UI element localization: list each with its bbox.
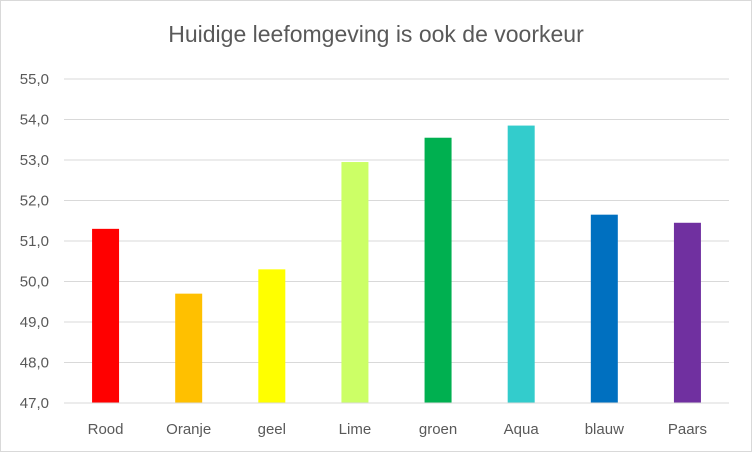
y-tick-label: 53,0: [20, 152, 49, 169]
y-tick-label: 47,0: [20, 395, 49, 412]
y-tick-label: 54,0: [20, 112, 49, 129]
bar-oranje: [175, 293, 203, 403]
bar-paars: [673, 222, 701, 403]
x-tick-label: Paars: [668, 421, 707, 438]
y-tick-label: 55,0: [20, 71, 49, 88]
y-axis-ticks: 47,0 48,0 49,0 50,0 51,0 52,0 53,0 54,0 55,0: [20, 71, 49, 412]
bars: [92, 125, 701, 403]
x-tick-label: geel: [258, 421, 286, 438]
gridlines: [64, 78, 729, 363]
y-tick-label: 51,0: [20, 233, 49, 250]
x-tick-label: Oranje: [166, 421, 211, 438]
y-tick-label: 48,0: [20, 355, 49, 372]
bar-rood: [92, 228, 120, 403]
x-axis-ticks: Rood Oranje geel Lime groen Aqua blauw Paars: [88, 421, 707, 438]
chart-title: Huidige leefomgeving is ook de voorkeur: [168, 21, 584, 47]
y-tick-label: 52,0: [20, 193, 49, 210]
x-tick-label: groen: [419, 421, 457, 438]
x-tick-label: Rood: [88, 421, 124, 438]
x-tick-label: blauw: [585, 421, 624, 438]
x-tick-label: Aqua: [504, 421, 540, 438]
y-tick-label: 49,0: [20, 314, 49, 331]
y-tick-label: 50,0: [20, 274, 49, 291]
bar-geel: [258, 269, 286, 403]
bar-lime: [341, 162, 369, 403]
bar-groen: [424, 137, 452, 403]
bar-aqua: [507, 125, 535, 403]
x-tick-label: Lime: [339, 421, 372, 438]
bar-blauw: [590, 214, 618, 403]
